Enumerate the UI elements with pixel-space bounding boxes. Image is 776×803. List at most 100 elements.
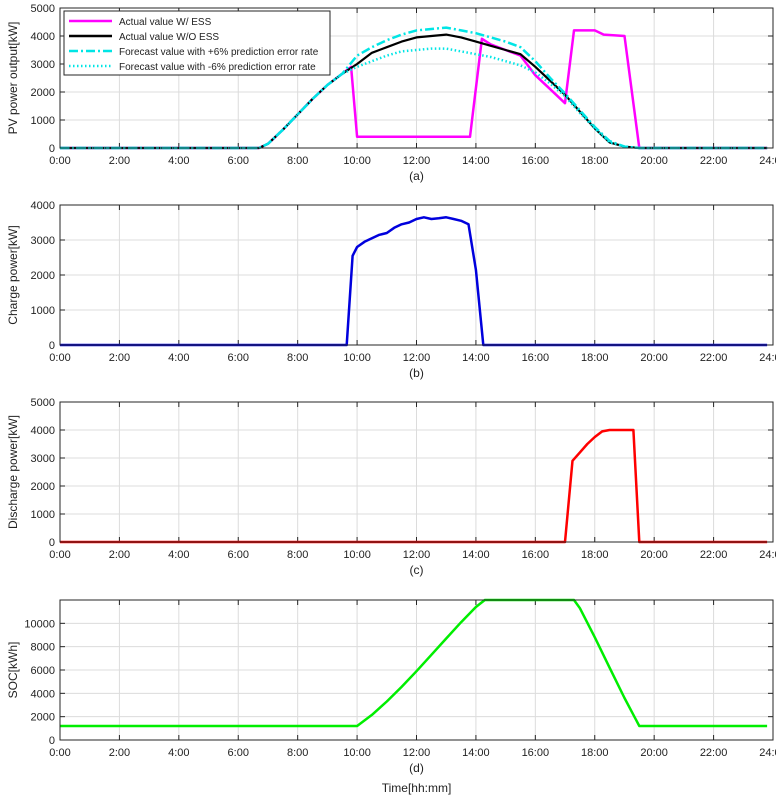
x-tick-label: 6:00 [228, 549, 249, 561]
x-tick-label: 16:00 [522, 747, 550, 759]
y-tick-label: 5000 [31, 3, 55, 15]
x-tick-label: 18:00 [581, 155, 609, 167]
x-tick-label: 0:00 [49, 549, 70, 561]
legend-label: Forecast value with +6% prediction error… [119, 47, 319, 58]
y-tick-label: 2000 [31, 87, 55, 99]
y-tick-label: 3000 [31, 235, 55, 247]
x-tick-label: 10:00 [343, 747, 371, 759]
x-tick-label: 14:00 [462, 549, 490, 561]
x-tick-label: 18:00 [581, 747, 609, 759]
x-tick-label: 10:00 [343, 155, 371, 167]
legend-label: Actual value W/O ESS [119, 32, 219, 43]
y-tick-label: 4000 [31, 425, 55, 437]
panel-caption: (d) [409, 761, 424, 775]
series-line-1 [60, 598, 768, 728]
y-tick-label: 4000 [31, 200, 55, 212]
y-tick-label: 0 [49, 537, 55, 549]
y-tick-label: 8000 [31, 642, 55, 654]
y-tick-label: 6000 [31, 665, 55, 677]
x-tick-label: 12:00 [403, 155, 431, 167]
series-line-1 [60, 428, 768, 544]
x-tick-label: 16:00 [522, 549, 550, 561]
x-tick-label: 8:00 [287, 549, 308, 561]
x-tick-label: 4:00 [168, 352, 189, 364]
x-tick-label: 22:00 [700, 155, 728, 167]
y-tick-label: 0 [49, 735, 55, 747]
x-tick-label: 2:00 [109, 549, 130, 561]
chart-panel-1: 0:00 2:00 4:00 6:00 8:00 10:00 12:00 14:00 16:00… [6, 3, 776, 183]
panel-caption: (c) [410, 563, 424, 577]
x-tick-label: 0:00 [49, 155, 70, 167]
legend-label: Actual value W/ ESS [119, 17, 212, 28]
series-line-1 [60, 216, 768, 347]
x-tick-label: 12:00 [403, 747, 431, 759]
series-line-4 [60, 47, 768, 150]
x-tick-label: 20:00 [640, 155, 668, 167]
x-tick-label: 22:00 [700, 747, 728, 759]
x-tick-label: 20:00 [640, 549, 668, 561]
x-tick-label: 12:00 [403, 549, 431, 561]
axes-frame [59, 7, 774, 149]
y-tick-label: 10000 [24, 618, 55, 630]
y-tick-label: 4000 [31, 688, 55, 700]
figure-x-axis-label: Time[hh:mm] [382, 781, 452, 795]
axes-frame [59, 204, 774, 346]
y-tick-label: 1000 [31, 509, 55, 521]
chart-panel-2: 0:00 2:00 4:00 6:00 8:00 10:00 12:00 14:00 16:00… [6, 200, 776, 380]
x-tick-label: 14:00 [462, 155, 490, 167]
y-tick-label: 5000 [31, 397, 55, 409]
panel-caption: (a) [409, 169, 424, 183]
x-tick-label: 4:00 [168, 155, 189, 167]
panel-caption: (b) [409, 366, 424, 380]
x-tick-label: 18:00 [581, 352, 609, 364]
chart-panel-3: 0:00 2:00 4:00 6:00 8:00 10:00 12:00 14:00 16:00… [6, 397, 776, 577]
x-tick-label: 24:00 [759, 352, 776, 364]
x-tick-label: 8:00 [287, 747, 308, 759]
x-tick-label: 2:00 [109, 155, 130, 167]
x-tick-label: 4:00 [168, 549, 189, 561]
y-tick-label: 0 [49, 340, 55, 352]
y-tick-label: 0 [49, 143, 55, 155]
axes-frame [59, 401, 774, 543]
x-tick-label: 20:00 [640, 747, 668, 759]
axes-frame [59, 599, 774, 741]
y-tick-label: 1000 [31, 305, 55, 317]
y-tick-label: 3000 [31, 453, 55, 465]
x-tick-label: 8:00 [287, 352, 308, 364]
x-tick-label: 4:00 [168, 747, 189, 759]
x-tick-label: 16:00 [522, 352, 550, 364]
x-tick-label: 10:00 [343, 352, 371, 364]
x-tick-label: 0:00 [49, 352, 70, 364]
x-tick-label: 6:00 [228, 155, 249, 167]
x-tick-label: 6:00 [228, 747, 249, 759]
y-tick-label: 3000 [31, 59, 55, 71]
x-tick-label: 24:00 [759, 155, 776, 167]
y-tick-label: 2000 [31, 270, 55, 282]
y-axis-label: PV power output[kW] [6, 22, 20, 135]
x-tick-label: 2:00 [109, 747, 130, 759]
y-tick-label: 2000 [31, 712, 55, 724]
x-tick-label: 0:00 [49, 747, 70, 759]
chart-panel-4: 0:00 2:00 4:00 6:00 8:00 10:00 12:00 14:00 16:00… [6, 598, 776, 775]
x-tick-label: 18:00 [581, 549, 609, 561]
x-tick-label: 10:00 [343, 549, 371, 561]
y-tick-label: 1000 [31, 115, 55, 127]
x-tick-label: 8:00 [287, 155, 308, 167]
x-tick-label: 24:00 [759, 747, 776, 759]
y-axis-label: Discharge power[kW] [6, 415, 20, 529]
x-tick-label: 20:00 [640, 352, 668, 364]
x-tick-label: 22:00 [700, 549, 728, 561]
x-tick-label: 14:00 [462, 747, 490, 759]
y-axis-label: SOC[kWh] [6, 642, 20, 699]
x-tick-label: 2:00 [109, 352, 130, 364]
chart-panels: 0:00 2:00 4:00 6:00 8:00 10:00 12:00 14:00 16:00… [6, 3, 776, 775]
x-tick-label: 22:00 [700, 352, 728, 364]
y-axis-label: Charge power[kW] [6, 225, 20, 324]
legend-label: Forecast value with -6% prediction error… [119, 62, 316, 73]
y-tick-label: 4000 [31, 31, 55, 43]
x-tick-label: 14:00 [462, 352, 490, 364]
x-tick-label: 16:00 [522, 155, 550, 167]
x-tick-label: 6:00 [228, 352, 249, 364]
